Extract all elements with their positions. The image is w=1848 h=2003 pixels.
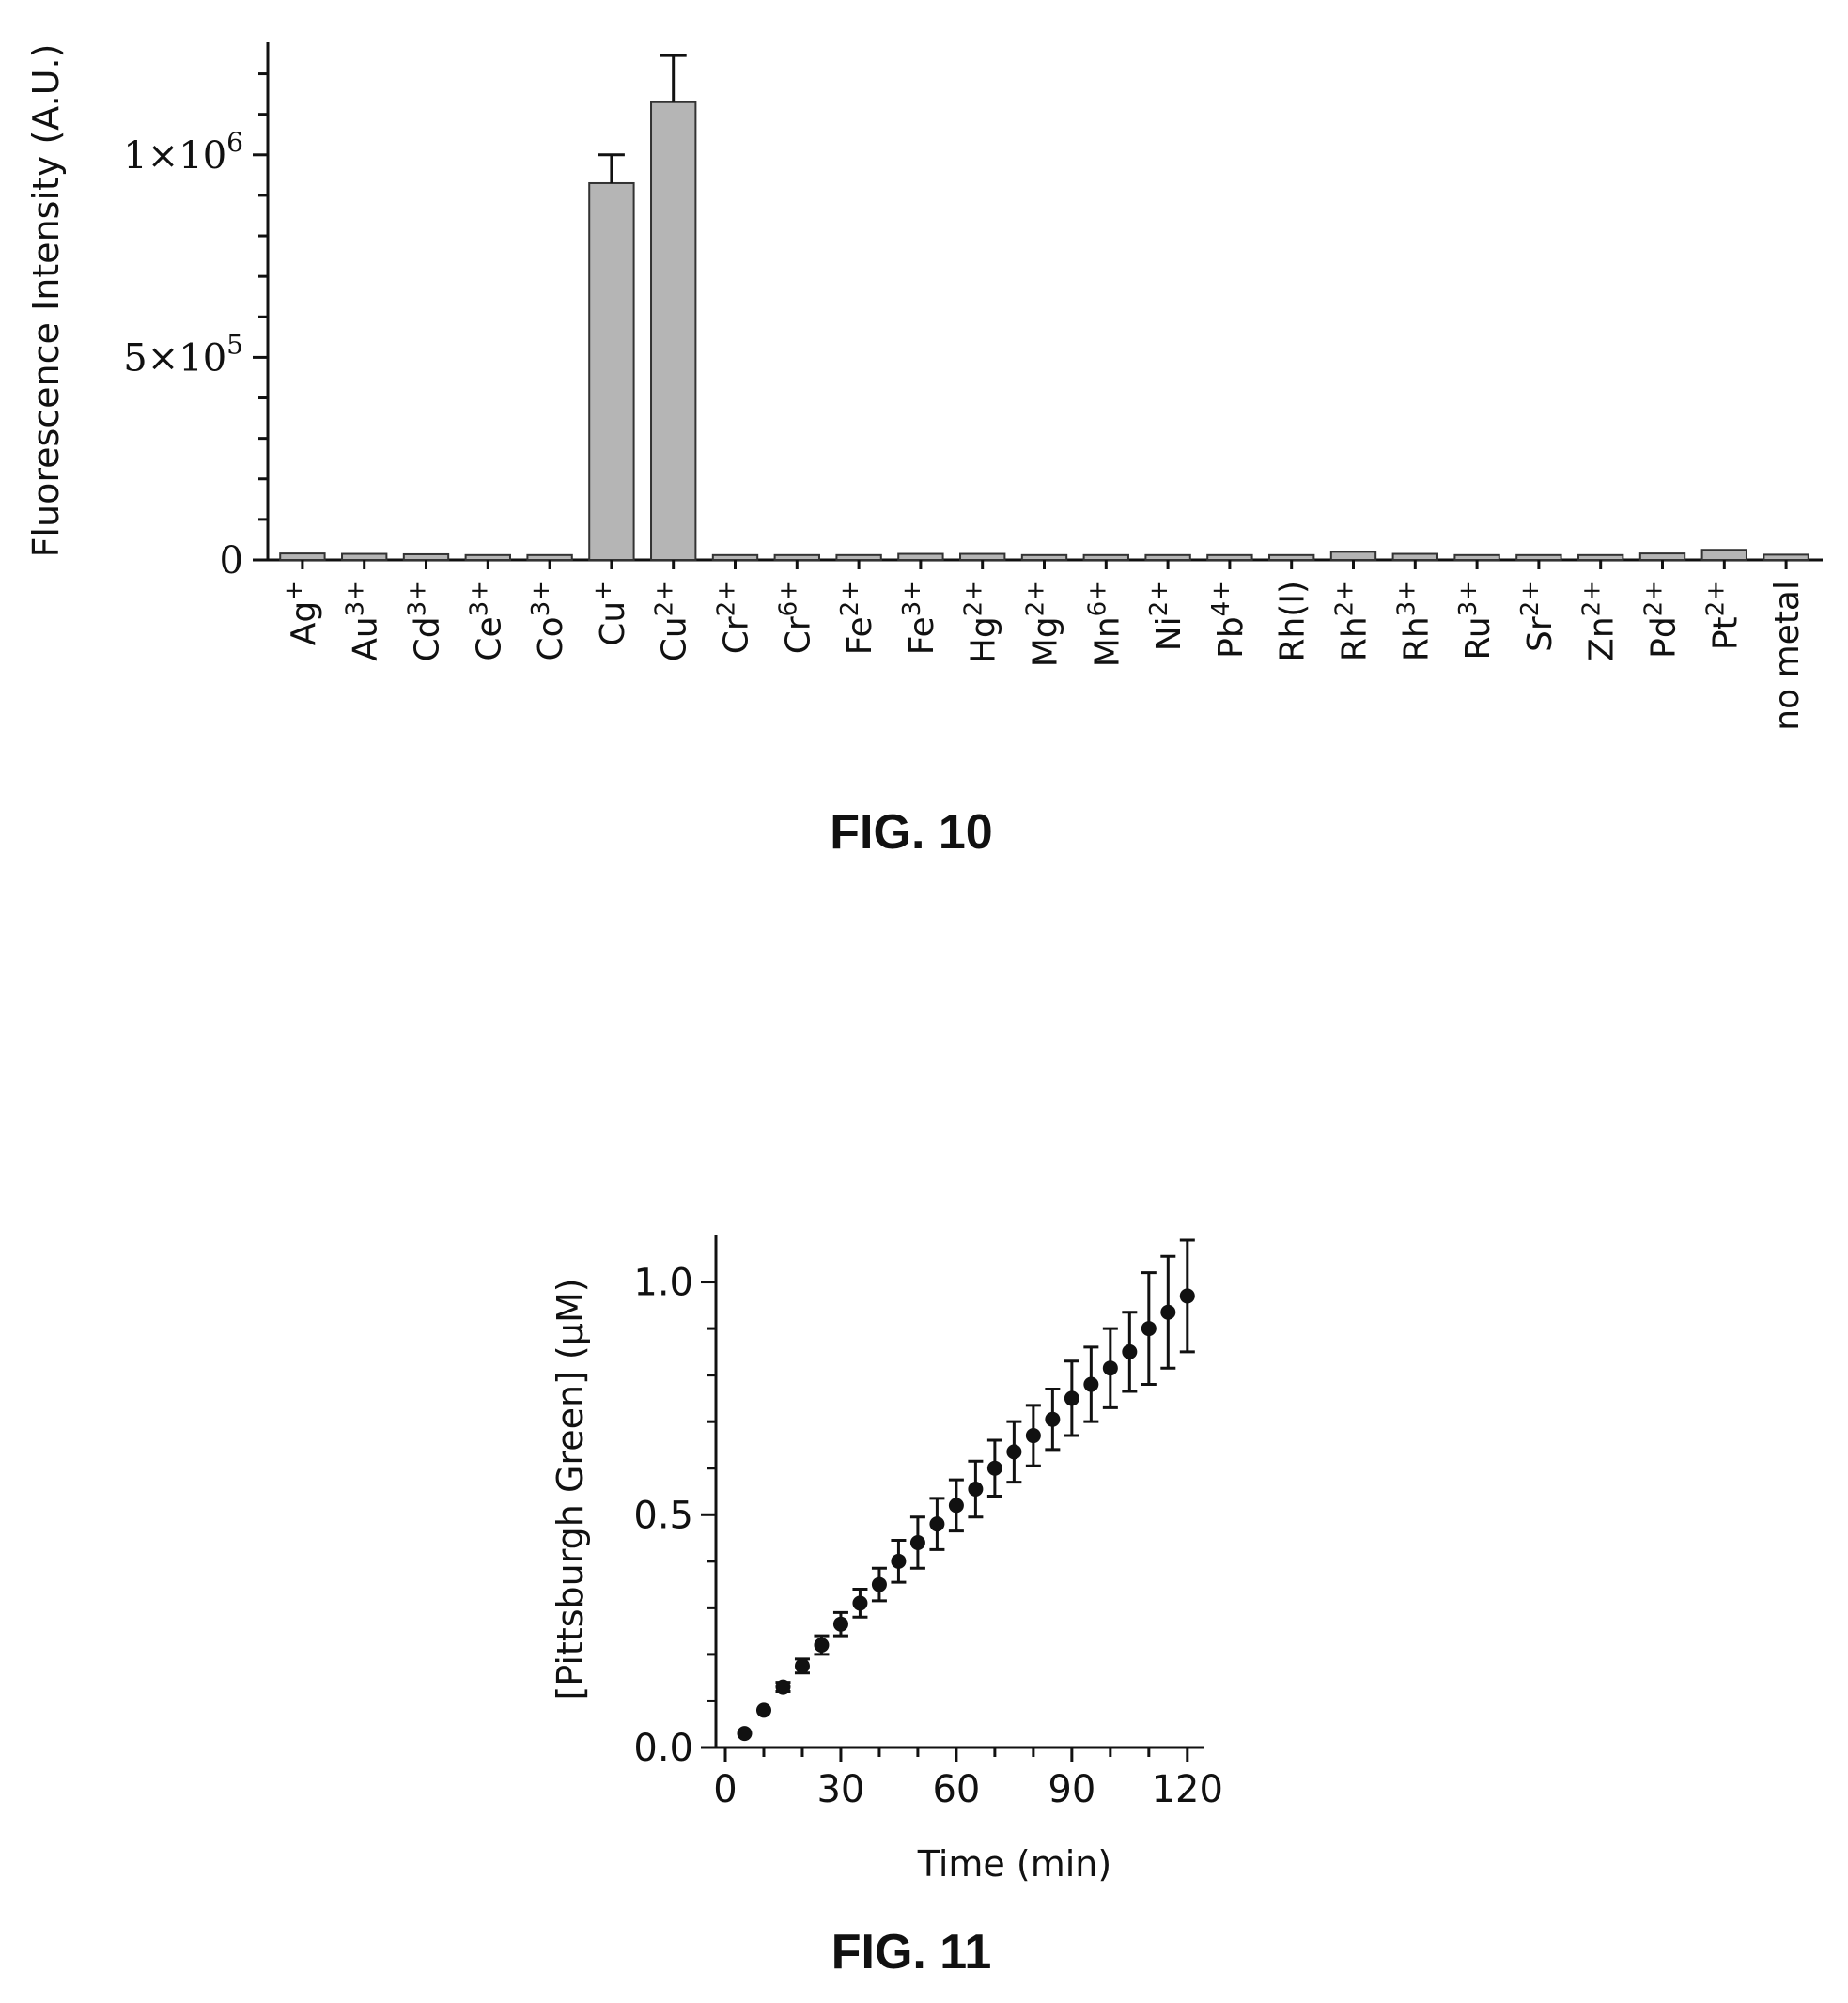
fig10-y-tick-label: 0: [220, 539, 243, 582]
fig11-x-tick-label: 60: [932, 1768, 980, 1811]
fig11-data-point: [775, 1679, 791, 1695]
fig10-bar-chart: 0 5×105 1×106 Ag+ Au3+ Cd3+ Ce3+ Co3+ Cu+ Cu2+ Cr…: [25, 42, 1823, 860]
fig10-category-label: Pd2+: [1640, 581, 1684, 659]
fig10-category-label: Cr2+: [713, 581, 756, 654]
fig10-bar: [1577, 553, 1624, 562]
fig11-scatter-chart: 0.0 0.5 1.0 0 30 60 90 120 [Pittsburgh Green] …: [550, 1235, 1223, 1980]
fig11-data-point: [1160, 1304, 1176, 1320]
fig11-data-point: [1025, 1428, 1041, 1444]
fig11-caption: FIG. 11: [831, 1925, 992, 1980]
fig10-bar: [279, 552, 326, 562]
fig10-category-label: Sr2+: [1516, 581, 1560, 652]
fig11-data-point: [737, 1726, 753, 1742]
fig11-data-point: [1179, 1288, 1195, 1304]
fig10-bar: [1515, 553, 1562, 562]
fig11-data-point: [1064, 1390, 1079, 1406]
fig10-category-label: Hg2+: [960, 581, 1003, 663]
fig11-data-point: [986, 1460, 1002, 1476]
fig10-category-label: no metal: [1768, 581, 1807, 731]
fig11-x-tick-label: 120: [1152, 1768, 1223, 1811]
fig10-bar: [711, 553, 759, 562]
fig11-data-point: [968, 1482, 984, 1498]
fig11-data-point: [1141, 1321, 1157, 1337]
fig11-data-point: [929, 1516, 945, 1532]
fig11-data-point: [852, 1595, 868, 1611]
fig11-data-point: [755, 1702, 771, 1718]
fig10-y-tick-label: 5×105: [123, 329, 243, 380]
fig11-data-point: [1122, 1343, 1138, 1359]
fig11-data-point: [871, 1576, 887, 1592]
fig10-category-label: Ce3+: [465, 581, 508, 661]
fig11-x-tick-label: 0: [713, 1768, 737, 1811]
fig10-category-label: Cu+: [589, 581, 632, 646]
fig10-category-label: Cr6+: [774, 581, 817, 654]
fig10-bar: [1638, 552, 1686, 562]
fig10-bar: [897, 552, 944, 561]
fig10-category-label: Ru3+: [1454, 581, 1498, 660]
fig11-data-point: [814, 1638, 830, 1653]
fig10-category-label: Pb4+: [1207, 581, 1250, 659]
fig10-bar: [1020, 553, 1068, 562]
fig11-x-tick-label: 30: [816, 1768, 864, 1811]
fig10-y-axis-title: Fluorescence Intensity (A.U.): [25, 44, 67, 558]
fig10-caption: FIG. 10: [830, 805, 992, 860]
fig11-y-tick-label: 1.0: [633, 1262, 693, 1305]
fig10-bar: [1329, 551, 1377, 561]
fig10-bar: [1453, 553, 1500, 562]
fig10-category-label: Rh3+: [1392, 581, 1436, 661]
fig10-category-label: Ag+: [280, 581, 323, 645]
fig11-data-point: [948, 1498, 964, 1514]
fig10-category-label: Rh(I): [1274, 581, 1312, 662]
fig10-bar: [341, 552, 388, 561]
fig10-bar: [1268, 553, 1315, 562]
fig11-data-point: [1083, 1376, 1099, 1392]
fig11-y-tick-label: 0.0: [633, 1727, 693, 1770]
fig10-category-label: Mn6+: [1083, 581, 1126, 667]
fig11-y-axis-title: [Pittsburgh Green] (μM): [550, 1278, 591, 1700]
fig10-category-label: Mg2+: [1022, 581, 1065, 667]
fig10-bar: [1700, 549, 1747, 561]
fig11-data-point: [1102, 1360, 1118, 1376]
fig10-bar: [1144, 553, 1191, 562]
fig10-category-label: Ni2+: [1145, 581, 1188, 651]
fig10-bar: [1391, 552, 1438, 561]
fig11-data-point: [794, 1658, 810, 1674]
fig10-category-label: Cd3+: [404, 581, 447, 661]
fig10-bar: [959, 552, 1006, 561]
fig10-bar: [650, 101, 697, 562]
fig10-y-tick-label: 1×106: [123, 127, 243, 178]
fig11-y-tick-label: 0.5: [633, 1494, 693, 1537]
fig10-bar: [773, 553, 820, 562]
fig10-bar: [1082, 553, 1129, 562]
fig10-bar: [1763, 553, 1809, 562]
fig10-category-label: Fe2+: [836, 581, 879, 655]
fig10-category-label: Pt2+: [1701, 581, 1745, 650]
fig10-category-label: Fe3+: [898, 581, 941, 655]
fig10-category-label: Rh2+: [1331, 581, 1374, 661]
fig10-bar: [402, 552, 450, 561]
fig10-bar: [526, 553, 573, 562]
fig11-data-point: [832, 1616, 848, 1632]
fig11-data-point: [1045, 1411, 1061, 1427]
fig11-data-point: [909, 1535, 925, 1550]
fig11-data-point: [891, 1553, 907, 1569]
fig11-data-point: [1006, 1444, 1022, 1460]
fig11-x-axis-title: Time (min): [917, 1843, 1111, 1885]
fig10-bar: [588, 181, 635, 561]
fig11-x-tick-label: 90: [1048, 1768, 1095, 1811]
fig10-bar: [464, 553, 511, 562]
fig10-bar: [1206, 553, 1253, 562]
fig10-bar: [835, 553, 882, 562]
fig10-category-label: Au3+: [342, 581, 385, 661]
fig10-category-label: Co3+: [527, 581, 570, 661]
fig10-category-label: Cu2+: [651, 581, 694, 661]
fig10-category-label: Zn2+: [1578, 581, 1622, 661]
